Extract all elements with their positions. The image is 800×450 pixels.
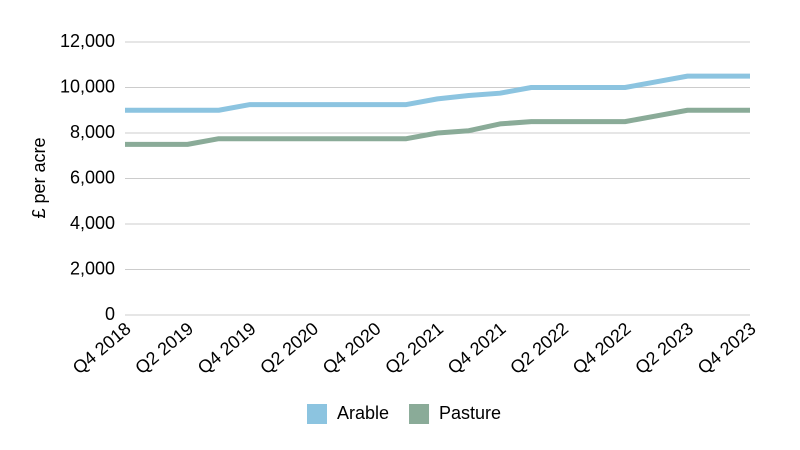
y-tick-label: 6,000 [70,167,115,187]
x-tick-label: Q2 2021 [381,318,447,378]
x-tick-label: Q4 2019 [194,318,260,378]
y-tick-label: 10,000 [60,76,115,96]
x-tick-label: Q4 2020 [319,318,385,378]
y-tick-label: 0 [105,304,115,324]
line-series [125,107,750,147]
y-tick-label: 2,000 [70,258,115,278]
y-tick-label: 12,000 [60,31,115,51]
y-tick-label: 8,000 [70,122,115,142]
y-axis-label: £ per acre [29,137,49,218]
x-tick-label: Q4 2022 [569,318,635,378]
line-series [125,73,750,113]
legend-label: Pasture [439,403,501,423]
x-tick-label: Q2 2022 [506,318,572,378]
legend-swatch [307,404,327,424]
x-tick-label: Q4 2021 [444,318,510,378]
legend-label: Arable [337,403,389,423]
legend-swatch [409,404,430,424]
x-tick-label: Q4 2023 [694,318,760,378]
x-tick-label: Q2 2020 [256,318,322,378]
y-tick-label: 4,000 [70,213,115,233]
x-tick-label: Q2 2019 [131,318,197,378]
x-tick-label: Q4 2018 [69,318,135,378]
x-tick-label: Q2 2023 [631,318,697,378]
